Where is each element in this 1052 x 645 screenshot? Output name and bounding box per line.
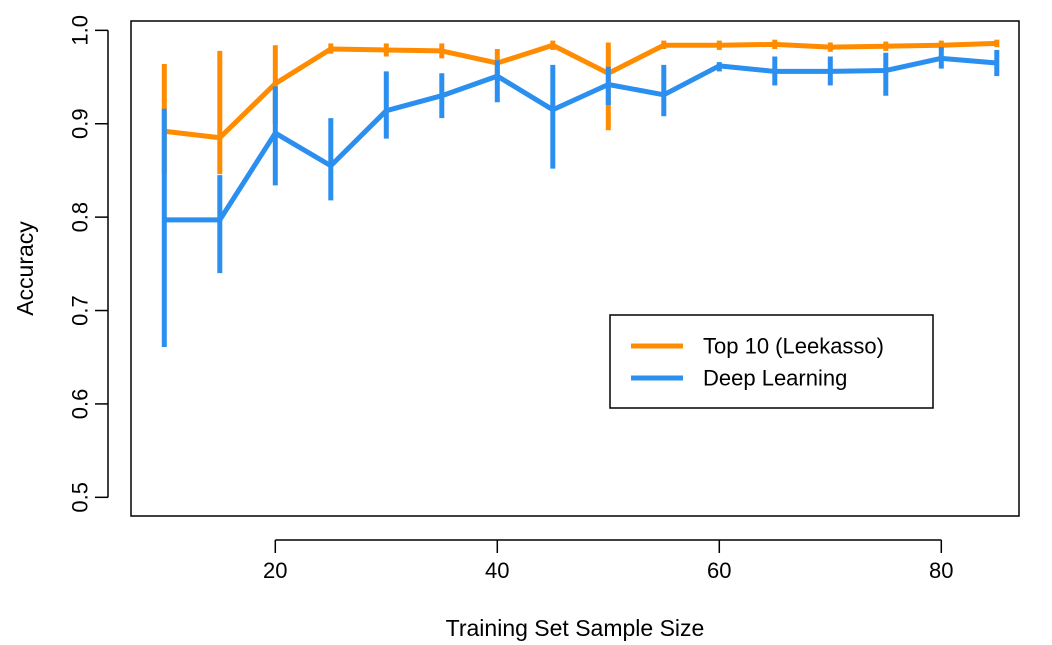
- legend: Top 10 (Leekasso) Deep Learning: [609, 314, 934, 409]
- legend-label: Deep Learning: [703, 366, 847, 391]
- y-tick-label: 0.9: [68, 108, 93, 139]
- legend-box: [609, 314, 934, 409]
- x-tick-label: 60: [707, 558, 731, 583]
- y-tick-label: 0.7: [68, 295, 93, 326]
- y-tick-label: 1.0: [68, 15, 93, 46]
- series-line: [164, 55, 998, 223]
- y-axis-label: Accuracy: [12, 221, 38, 316]
- series-line: [164, 40, 997, 141]
- series-0: [161, 39, 1000, 175]
- x-axis-label: Training Set Sample Size: [446, 615, 705, 641]
- plot-frame: [130, 20, 1020, 517]
- y-tick-label: 0.5: [68, 482, 93, 513]
- x-tick-label: 20: [263, 558, 287, 583]
- axes-layer: 20 40 60 80 0.5 0.6 0.7 0.8 0.9 1.0: [68, 15, 954, 583]
- x-tick-label: 80: [929, 558, 953, 583]
- series-layer: [161, 39, 1000, 347]
- y-tick-label: 0.8: [68, 202, 93, 233]
- x-tick-label: 40: [485, 558, 509, 583]
- y-tick-label: 0.6: [68, 389, 93, 420]
- series-1: [161, 47, 1000, 347]
- legend-label: Top 10 (Leekasso): [703, 334, 884, 359]
